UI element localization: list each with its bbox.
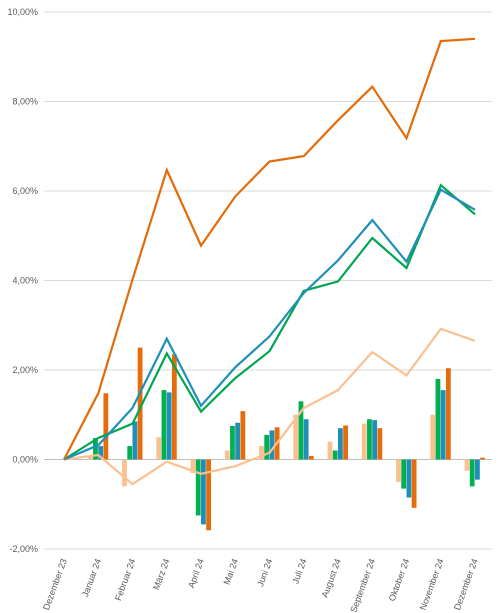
bar-4-8: [308, 455, 314, 460]
y-tick-label: 6,00%: [12, 186, 38, 196]
x-tick-label: März 24: [151, 557, 172, 591]
bar-2-11: [401, 459, 407, 489]
y-tick-label: 8,00%: [12, 97, 38, 107]
x-axis-tick-labels: Dezember 23 Januar 24 Februar 24 März 24 Apr…: [41, 557, 480, 613]
bar-4-6: [240, 411, 246, 460]
bar-2-7: [264, 434, 270, 460]
gridlines: [44, 11, 492, 550]
y-tick-label: 2,00%: [12, 365, 38, 375]
bar-1-5: [190, 459, 196, 473]
x-tick-label: November 24: [418, 557, 446, 611]
x-tick-label: April 24: [186, 557, 206, 589]
bar-2-12: [435, 378, 441, 460]
bar-1-3: [122, 459, 127, 487]
x-tick-label: Juni 24: [255, 557, 274, 588]
bar-4-4: [171, 354, 177, 460]
bar-3-12: [440, 390, 446, 460]
bar-2-10: [367, 419, 372, 460]
bar-2-6: [230, 425, 235, 460]
y-tick-label: 0,00%: [12, 455, 38, 465]
bar-1-11: [396, 459, 401, 482]
y-tick-label: 10,00%: [7, 7, 38, 17]
bar-4-9: [343, 425, 348, 460]
x-tick-label: Oktober 24: [387, 557, 412, 602]
bar-4-2: [103, 393, 109, 460]
bar-3-3: [132, 421, 138, 460]
series-line-4: [63, 37, 476, 461]
bar-4-3: [137, 347, 143, 460]
bar-2-4: [161, 390, 167, 460]
bar-3-5: [201, 459, 206, 525]
bar-4-13: [480, 457, 485, 460]
bar-1-9: [327, 441, 333, 460]
x-tick-label: Juli 24: [290, 557, 308, 585]
bar-1-8: [293, 414, 299, 460]
bar-3-4: [166, 392, 172, 460]
bar-1-7: [259, 446, 264, 460]
bar-3-8: [303, 419, 309, 460]
bar-2-2: [93, 438, 98, 460]
bar-3-6: [235, 422, 241, 460]
bar-2-3: [127, 446, 133, 460]
bar-2-9: [332, 450, 338, 460]
bar-2-8: [298, 401, 304, 460]
lines: [63, 37, 476, 486]
series-line-1: [63, 327, 476, 486]
x-tick-label: Mai 24: [221, 557, 240, 586]
x-tick-label: Dezember 23: [41, 557, 69, 611]
bar-1-10: [361, 423, 367, 460]
x-tick-label: September 24: [348, 557, 377, 613]
y-axis-tick-labels: -2,00% 0,00% 2,00% 4,00% 6,00% 8,00% 10,00%: [7, 7, 38, 554]
bar-4-11: [411, 459, 417, 508]
bar-1-4: [156, 437, 162, 460]
bar-3-2: [98, 446, 104, 460]
bar-3-13: [475, 459, 480, 480]
bar-1-2: [87, 455, 93, 460]
bar-3-7: [269, 430, 275, 460]
bar-1-6: [224, 450, 230, 460]
bar-2-5: [195, 459, 201, 516]
bar-1-13: [464, 459, 470, 471]
bars: [87, 347, 485, 531]
bar-4-5: [206, 459, 211, 531]
bar-2-13: [469, 459, 475, 487]
x-tick-label: August 24: [320, 557, 343, 599]
x-tick-label: Dezember 24: [452, 557, 480, 611]
series-line-3: [63, 188, 476, 461]
x-tick-label: Februar 24: [113, 557, 137, 602]
bar-4-10: [377, 428, 383, 460]
bar-3-9: [338, 428, 343, 460]
bar-1-12: [430, 414, 436, 460]
bar-3-10: [372, 420, 378, 460]
bar-3-11: [406, 459, 412, 498]
series-line-2: [63, 183, 476, 461]
y-tick-label: 4,00%: [12, 276, 38, 286]
y-tick-label: -2,00%: [9, 544, 38, 554]
x-tick-label: Januar 24: [80, 557, 103, 598]
bar-4-12: [445, 368, 451, 460]
